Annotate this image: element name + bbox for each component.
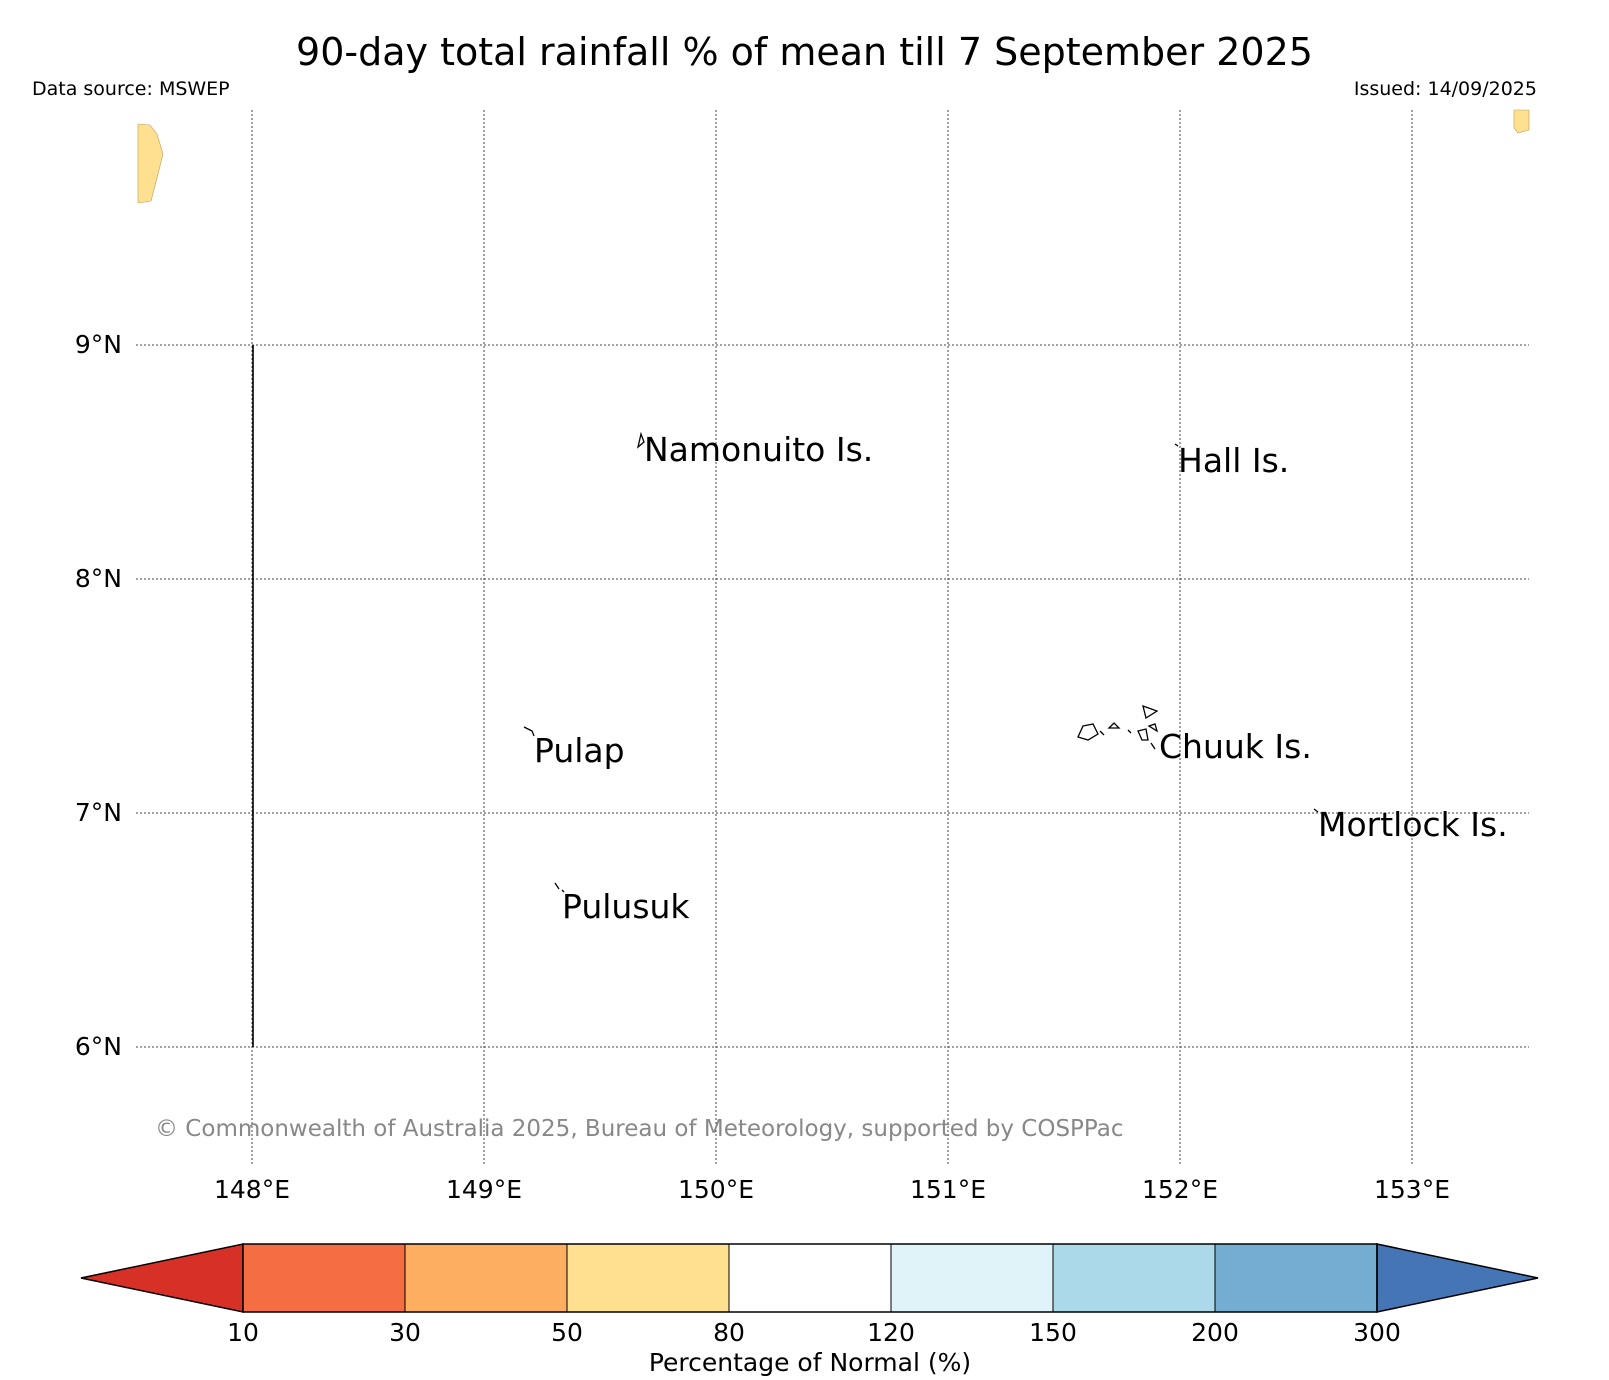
island-namonuito — [636, 431, 645, 449]
colorbar-segment-50-80 — [566, 1243, 730, 1313]
rainfall-patch-northwest — [137, 123, 164, 204]
lon-label-149e: 149°E — [446, 1175, 522, 1204]
colorbar-segment-80-120 — [728, 1243, 892, 1313]
island-pulusuk — [554, 882, 565, 893]
place-label-mortlock: Mortlock Is. — [1318, 805, 1508, 844]
lat-label-8n: 8°N — [75, 564, 122, 593]
copyright-notice: © Commonwealth of Australia 2025, Bureau… — [155, 1116, 1124, 1142]
island-chuuk-h — [1099, 730, 1105, 736]
lat-label-7n: 7°N — [75, 798, 122, 827]
colorbar-segment-120-150 — [890, 1243, 1054, 1313]
lon-label-151e: 151°E — [910, 1175, 986, 1204]
island-chuuk-a — [1142, 704, 1159, 720]
colorbar-extend-high — [1376, 1243, 1539, 1313]
latitude-gridlines — [136, 344, 1529, 1048]
colorbar-segment-10-30 — [242, 1243, 406, 1313]
colorbar-tick-200: 200 — [1191, 1318, 1239, 1347]
colorbar-tick-80: 80 — [713, 1318, 745, 1347]
colorbar-tick-300: 300 — [1353, 1318, 1401, 1347]
place-label-hall: Hall Is. — [1178, 441, 1289, 480]
island-chuuk-f — [1150, 742, 1156, 750]
island-chuuk-b — [1077, 723, 1099, 741]
lat-label-9n: 9°N — [75, 330, 122, 359]
colorbar-segment-30-50 — [404, 1243, 568, 1313]
island-chuuk-g — [1127, 729, 1132, 734]
lon-label-150e: 150°E — [678, 1175, 754, 1204]
colorbar-tick-10: 10 — [227, 1318, 259, 1347]
colorbar-tick-150: 150 — [1029, 1318, 1077, 1347]
lon-label-153e: 153°E — [1374, 1175, 1450, 1204]
island-mortlock — [1313, 808, 1319, 813]
data-source-label: Data source: MSWEP — [32, 78, 230, 100]
lon-label-152e: 152°E — [1142, 1175, 1218, 1204]
island-outlines — [523, 431, 1319, 893]
island-chuuk-d — [1137, 728, 1149, 741]
issued-date-label: Issued: 14/09/2025 — [1353, 78, 1537, 100]
place-label-namonuito: Namonuito Is. — [644, 430, 873, 469]
colorbar-extend-low — [80, 1243, 244, 1313]
lon-label-148e: 148°E — [214, 1175, 290, 1204]
island-chuuk-c — [1107, 722, 1121, 729]
place-label-chuuk: Chuuk Is. — [1159, 727, 1312, 766]
colorbar-tick-50: 50 — [551, 1318, 583, 1347]
colorbar-segment-150-200 — [1052, 1243, 1216, 1313]
island-chuuk-e — [1147, 723, 1159, 733]
colorbar-tick-120: 120 — [867, 1318, 915, 1347]
colorbar-legend: 10 30 50 80 120 150 200 300 Percentage o… — [80, 1243, 1539, 1377]
colorbar-title: Percentage of Normal (%) — [649, 1348, 971, 1377]
island-pulap — [523, 726, 535, 737]
lat-label-6n: 6°N — [75, 1032, 122, 1061]
colorbar-segment-200-300 — [1214, 1243, 1378, 1313]
colorbar-tick-30: 30 — [389, 1318, 421, 1347]
island-hall — [1174, 443, 1179, 447]
map-title: 90-day total rainfall % of mean till 7 S… — [296, 30, 1313, 74]
place-label-pulusuk: Pulusuk — [562, 887, 690, 926]
longitude-gridlines — [251, 110, 1413, 1165]
place-label-pulap: Pulap — [534, 731, 625, 770]
rainfall-patch-northeast — [1513, 109, 1530, 134]
